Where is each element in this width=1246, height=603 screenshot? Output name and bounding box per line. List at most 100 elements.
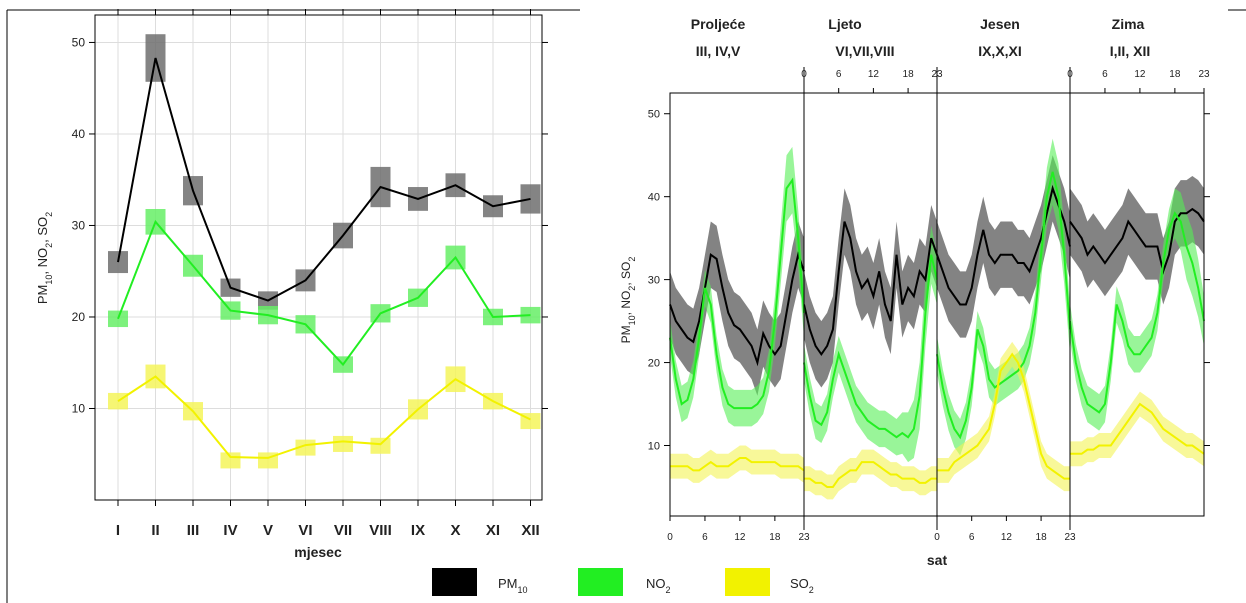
monthly-x-axis-label: mjesec <box>294 544 342 560</box>
season-name: Zima <box>1112 16 1145 32</box>
y-tick-label: 10 <box>648 441 660 453</box>
x-tick-label: 12 <box>1001 532 1013 543</box>
season-headers: Proljeće III, IV,V Ljeto VI,VII,VIII Jesen IX… <box>691 16 1150 59</box>
x-tick-label-top: 23 <box>931 69 943 80</box>
monthly-lines <box>117 57 531 459</box>
x-tick-label: 18 <box>769 532 781 543</box>
x-tick-label: VII <box>334 522 352 539</box>
monthly-grid <box>95 15 542 500</box>
y-tick-label: 20 <box>72 310 86 324</box>
pm10-band <box>1070 175 1204 305</box>
hourly-chart: Proljeće III, IV,V Ljeto VI,VII,VIII Jesen IX… <box>619 16 1210 568</box>
so2-error-box <box>370 437 391 454</box>
so2-band <box>1070 391 1204 467</box>
hourly-lines <box>669 171 1205 488</box>
x-tick-label: VI <box>298 522 312 539</box>
so2-band <box>804 449 937 500</box>
season-name: Jesen <box>980 16 1020 32</box>
no2-band <box>804 225 937 463</box>
y-tick-label: 50 <box>648 109 660 121</box>
pm10-line <box>669 251 805 367</box>
season-name: Ljeto <box>828 16 861 32</box>
season-months: IX,X,XI <box>978 43 1022 59</box>
no2-line <box>936 171 1071 440</box>
x-tick-label-top: 0 <box>801 69 807 80</box>
x-tick-label-top: 6 <box>836 69 842 80</box>
so2-line <box>117 375 531 459</box>
so2-line <box>670 456 805 472</box>
y-tick-label: 30 <box>72 218 86 232</box>
x-tick-label-top: 18 <box>1169 69 1181 80</box>
y-tick-label: 30 <box>648 275 660 287</box>
monthly-y-axis: 10 20 30 40 50 <box>72 35 548 415</box>
no2-band <box>937 138 1070 456</box>
legend: PM10 NO2 SO2 <box>432 568 814 596</box>
x-tick-label-top: 6 <box>1102 69 1108 80</box>
no2-band <box>670 146 804 427</box>
x-tick-label-top: 23 <box>1198 69 1210 80</box>
no2-legend-swatch <box>578 568 623 596</box>
x-tick-label: 6 <box>702 532 708 543</box>
so2-band <box>937 341 1070 492</box>
x-tick-label-top: 12 <box>868 69 880 80</box>
y-tick-label: 40 <box>648 192 660 204</box>
no2-legend-label: NO2 <box>646 576 671 595</box>
x-tick-label: 6 <box>969 532 975 543</box>
x-tick-label: XII <box>521 522 539 539</box>
so2-band <box>670 445 804 483</box>
so2-line <box>937 352 1070 480</box>
no2-line <box>669 177 805 410</box>
hourly-y-axis-label: PM10, NO2, SO2 <box>619 257 637 344</box>
no2-line <box>803 254 938 439</box>
monthly-x-axis: I II III IV V VI VII VIII IX X XI XII <box>116 9 540 539</box>
y-tick-label: 20 <box>648 358 660 370</box>
x-tick-label-top: 12 <box>1134 69 1146 80</box>
pm10-line <box>803 221 938 357</box>
x-tick-label: I <box>116 522 120 539</box>
so2-line <box>804 461 937 488</box>
season-months: III, IV,V <box>696 43 741 59</box>
x-tick-label: V <box>263 522 273 539</box>
x-tick-label: 12 <box>734 532 746 543</box>
x-tick-label: VIII <box>369 522 392 539</box>
x-tick-label-top: 18 <box>903 69 915 80</box>
no2-line <box>1069 211 1205 414</box>
no2-line <box>117 219 531 367</box>
hourly-x-axis: 0 6 12 18 23 0 6 12 18 23 0 6 12 18 23 0 6 12 18 23 <box>667 69 1210 543</box>
x-tick-label: 23 <box>798 532 810 543</box>
x-tick-label: X <box>450 522 460 539</box>
x-tick-label: 23 <box>1064 532 1076 543</box>
x-tick-label-top: 0 <box>1067 69 1073 80</box>
x-tick-label: II <box>151 522 159 539</box>
so2-error-box <box>220 452 241 469</box>
so2-legend-label: SO2 <box>790 576 814 595</box>
pm10-line <box>1069 207 1205 275</box>
season-months: I,II, XII <box>1110 43 1150 59</box>
monthly-plot-frame <box>94 14 543 501</box>
season-dividers <box>803 67 1071 530</box>
pm10-line <box>936 184 1071 306</box>
so2-legend-swatch <box>725 568 770 596</box>
x-tick-label: 0 <box>934 532 940 543</box>
pm10-line <box>117 57 531 302</box>
y-tick-label: 40 <box>72 127 86 141</box>
x-tick-label: 0 <box>667 532 673 543</box>
so2-line <box>1070 402 1205 455</box>
season-name: Proljeće <box>691 16 746 32</box>
x-tick-label: III <box>187 522 200 539</box>
pm10-legend-swatch <box>432 568 477 596</box>
y-tick-label: 50 <box>72 35 86 49</box>
no2-error-box <box>108 310 128 328</box>
season-months: VI,VII,VIII <box>835 43 894 59</box>
no2-band <box>1070 188 1204 431</box>
pm10-legend-label: PM10 <box>498 576 528 595</box>
hourly-x-axis-label: sat <box>927 552 948 568</box>
x-tick-label: XI <box>486 522 500 539</box>
x-tick-label: 18 <box>1036 532 1048 543</box>
monthly-error-boxes <box>108 34 541 469</box>
y-tick-label: 10 <box>72 401 86 415</box>
x-tick-label: IV <box>223 522 237 539</box>
monthly-y-axis-label: PM10, NO2, SO2 <box>35 212 54 304</box>
